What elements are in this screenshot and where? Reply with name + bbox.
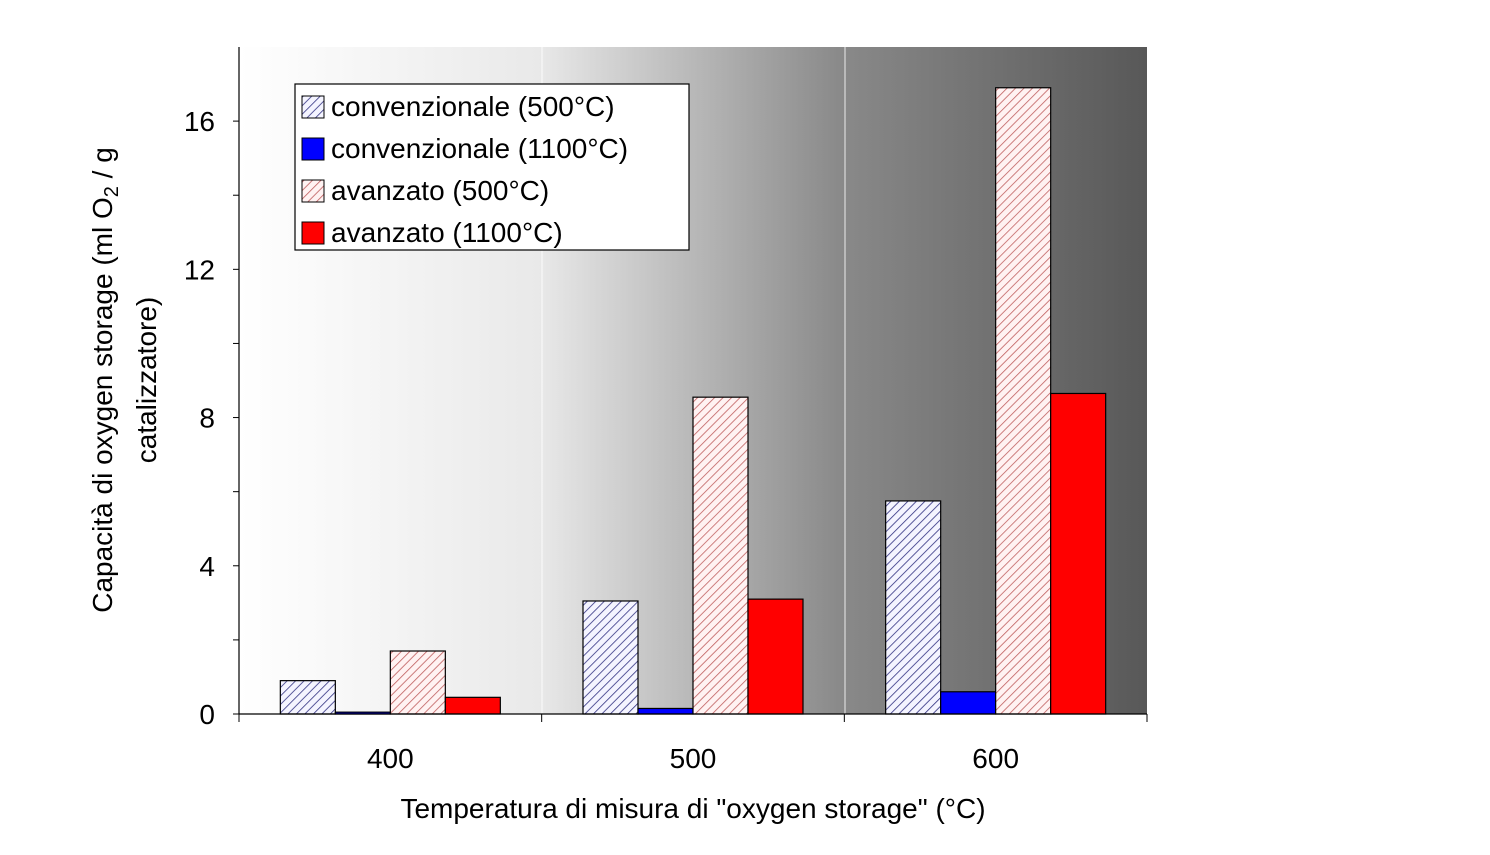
legend-label-adv-1100: avanzato (1100°C) (331, 217, 563, 248)
legend-swatch-adv-500 (301, 179, 325, 203)
y-tick-label: 4 (199, 551, 215, 582)
y-tick-label: 16 (184, 106, 215, 137)
bar-500-series-3 (747, 598, 804, 715)
x-tick-label: 500 (670, 743, 717, 774)
y-axis-title-line1: Capacità di oxygen storage (ml O (87, 197, 118, 613)
x-axis-title: Temperatura di misura di "oxygen storage… (400, 793, 985, 824)
legend: convenzionale (500°C) convenzionale (110… (294, 83, 690, 251)
x-ticks: 400 500 600 (238, 714, 1148, 774)
legend-swatch-conv-500 (301, 95, 325, 119)
y-tick-label: 12 (184, 254, 215, 285)
y-tick-label: 8 (199, 403, 215, 434)
svg-text:Capacità di oxygen storage (ml: Capacità di oxygen storage (ml O2 / g (87, 147, 123, 613)
x-tick-label: 400 (367, 743, 414, 774)
bar-600-series-0 (885, 500, 942, 715)
legend-label-conv-1100: convenzionale (1100°C) (331, 133, 628, 164)
legend-label-conv-500: convenzionale (500°C) (331, 91, 615, 122)
legend-swatch-conv-1100 (301, 137, 325, 161)
y-axis-title-subscript: 2 (101, 186, 123, 197)
y-axis-title-line1-end: / g (87, 147, 118, 186)
x-tick-label: 600 (972, 743, 1019, 774)
bar-600-series-1 (940, 691, 997, 715)
legend-swatch-adv-1100 (301, 221, 325, 245)
legend-box (294, 83, 690, 251)
y-ticks: 0 4 8 12 16 (184, 106, 239, 730)
axes: 0 4 8 12 16 400 500 600 (184, 47, 1148, 774)
bar-400-series-2 (389, 650, 446, 715)
bars (279, 87, 1107, 715)
y-axis-title: Capacità di oxygen storage (ml O2 / g ca… (87, 147, 162, 613)
y-tick-label: 0 (199, 699, 215, 730)
bar-600-series-2 (995, 87, 1052, 715)
bar-500-series-2 (692, 396, 749, 715)
bar-500-series-1 (637, 707, 694, 715)
bar-400-series-3 (444, 696, 501, 715)
bar-600-series-3 (1050, 392, 1107, 715)
y-axis-title-line2: catalizzatore) (131, 297, 162, 464)
legend-label-adv-500: avanzato (500°C) (331, 175, 549, 206)
bar-500-series-0 (582, 600, 639, 715)
bar-400-series-0 (279, 680, 336, 715)
